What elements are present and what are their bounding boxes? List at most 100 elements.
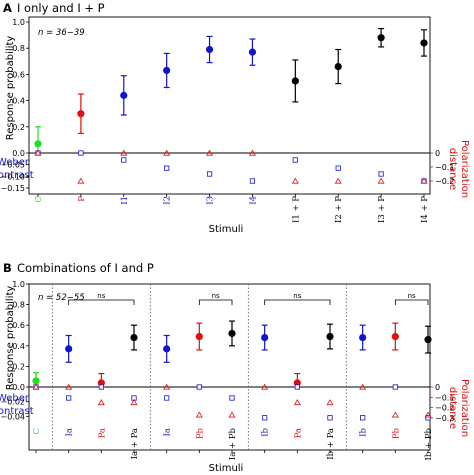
panel-a-polarization-marker	[163, 149, 171, 156]
panel-a-weber-marker	[335, 165, 341, 171]
panel-b-weber-tick-label: −0.02	[0, 398, 25, 407]
panel-a-response-point	[248, 48, 257, 56]
panel-b-x-tick-label: Ia + Pa	[130, 428, 140, 459]
panel-a-x-tick-label: I4	[248, 196, 258, 205]
panel-b-polarization-marker	[65, 383, 73, 390]
panel-a-x-axis-label: Stimuli	[209, 224, 244, 235]
panel-b-weber-marker	[425, 415, 431, 421]
panel-a-weber-tick-label: −0.10	[0, 172, 25, 181]
panel-b-polarization-label-line2: distance	[447, 387, 458, 429]
panel-b-response-point	[163, 345, 171, 353]
panel-b-title: Combinations of I and P	[17, 261, 154, 275]
panel-a-x-tick-label: C	[34, 196, 44, 203]
panel-b-weber-label-line1: Weber	[0, 393, 30, 404]
panel-a-polarization-tick-label: −0.1	[435, 163, 454, 172]
panel-b-response-point	[32, 377, 40, 385]
panel-b-polarization-label-line1: Polarization	[459, 379, 470, 437]
panel-a-x-tick-label: I3	[206, 196, 216, 205]
panel-a-y-axis-label: Response probability	[5, 36, 16, 141]
panel-a-weber-label-line1: Weber	[0, 157, 30, 168]
panel-b-ns-bracket	[198, 299, 233, 305]
panel-b-response-point	[261, 333, 269, 342]
panel-b-response-point	[228, 329, 236, 338]
panel-b-polarization-tick-label: −0.3	[435, 414, 454, 423]
panel-b-x-axis-label: Stimuli	[209, 463, 244, 474]
panel-b-ns-label: ns	[408, 292, 416, 300]
panel-b-polarization-tick-label: −0.1	[435, 393, 454, 402]
panel-b-weber-marker	[327, 415, 333, 421]
panel-b-x-tick-label: Pb	[391, 427, 401, 439]
panel-b-y-tick-label: 0.4	[12, 342, 25, 351]
panel-b-ns-label: ns	[97, 292, 105, 300]
panel-a-response-point	[291, 77, 299, 85]
panel-b-weber-tick-label: −0.04	[0, 412, 25, 421]
panel-b-y-tick-label: 0.2	[12, 362, 25, 371]
panel-b-weber-marker	[229, 395, 235, 401]
panel-a-response-point	[77, 110, 85, 118]
panel-b-polarization-marker	[293, 399, 301, 406]
panel-a-response-point	[163, 66, 171, 75]
panel-a-sample-size: n = 36−39	[38, 28, 85, 38]
panel-a-polarization-marker	[248, 149, 256, 156]
panel-a-weber-label-line2: contrast	[0, 170, 34, 181]
panel-b-polarization-marker	[391, 411, 399, 418]
panel-a-x-tick-label: I3 + P	[377, 196, 387, 223]
panel-a-x-tick-label: I1 + P	[291, 196, 301, 223]
panel-b-polarization-marker	[424, 411, 432, 418]
panel-a-x-tick-label: I2 + P	[334, 196, 344, 223]
panel-b-polarization-marker	[326, 399, 334, 406]
panel-b-frame	[28, 283, 431, 451]
panel-b-x-tick-label: Pa	[97, 428, 107, 438]
panel-a-polarization-marker	[377, 177, 385, 184]
panel-b: B Combinations of I and P n = 52−55 Stim…	[0, 261, 470, 474]
panel-a-weber-marker	[78, 150, 84, 156]
panel-b-x-tick-label: Ia	[65, 428, 75, 436]
panel-a-weber-marker	[378, 171, 384, 177]
panel-b-ns-bracket	[68, 299, 135, 305]
panel-a-y-tick-label: 0.8	[12, 44, 25, 53]
panel-a-response-point	[420, 39, 428, 47]
panel-a-polarization-marker	[34, 149, 42, 156]
panel-b-x-tick-label: Ib	[359, 427, 369, 436]
panel-a-weber-marker	[249, 178, 256, 184]
panel-a-weber-marker	[206, 171, 213, 177]
panel-a-polarization-marker	[291, 177, 299, 184]
panel-b-ns-label: ns	[293, 292, 301, 300]
panel-b-ns-bracket	[264, 299, 331, 305]
panel-b-polarization-marker	[32, 383, 40, 390]
panel-a-polarization-label-line2: distance	[447, 148, 458, 190]
panel-b-x-tick-label: Pb	[195, 427, 205, 439]
panel-b-weber-marker	[164, 395, 170, 401]
panel-b-polarization-tick-label: −0.2	[435, 404, 454, 413]
panel-b-weber-marker	[196, 384, 202, 390]
panel-a-weber-marker	[164, 165, 170, 171]
panel-b-weber-marker	[262, 415, 268, 421]
panel-b-polarization-marker	[163, 383, 171, 390]
panel-b-x-tick-label: Ib + Pb	[424, 427, 434, 460]
panel-b-x-tick-label: Ia	[163, 428, 173, 436]
panel-a-x-tick-label: P	[77, 196, 87, 202]
panel-b-y-tick-label: 1.0	[12, 280, 25, 289]
panel-b-letter: B	[3, 261, 12, 275]
panel-a-response-point	[120, 91, 128, 99]
panel-a-weber-marker	[292, 157, 298, 163]
panel-b-polarization-marker	[228, 411, 236, 418]
panel-a-response-point	[377, 34, 385, 42]
panel-b-ns-label: ns	[212, 292, 220, 300]
panel-a-polarization-marker	[120, 149, 128, 156]
panel-a-response-point	[205, 45, 214, 54]
panel-b-ns-bracket	[394, 299, 429, 305]
panel-b-weber-label-line2: contrast	[0, 406, 34, 417]
panel-a-letter: A	[3, 1, 12, 15]
panel-a-weber-tick-label: −0.05	[0, 161, 25, 170]
panel-a-polarization-marker	[420, 177, 428, 184]
panel-a-weber-marker	[121, 157, 127, 163]
panel-b-weber-marker	[392, 384, 398, 390]
panel-a-y-tick-label: 1.0	[12, 18, 25, 27]
panel-b-weber-marker	[98, 384, 104, 390]
panel-b-response-point	[195, 332, 203, 341]
panel-b-x-tick-label: Ib + Pa	[326, 428, 336, 460]
panel-a-frame	[28, 16, 431, 195]
panel-b-x-tick-label: Pa	[293, 428, 303, 438]
